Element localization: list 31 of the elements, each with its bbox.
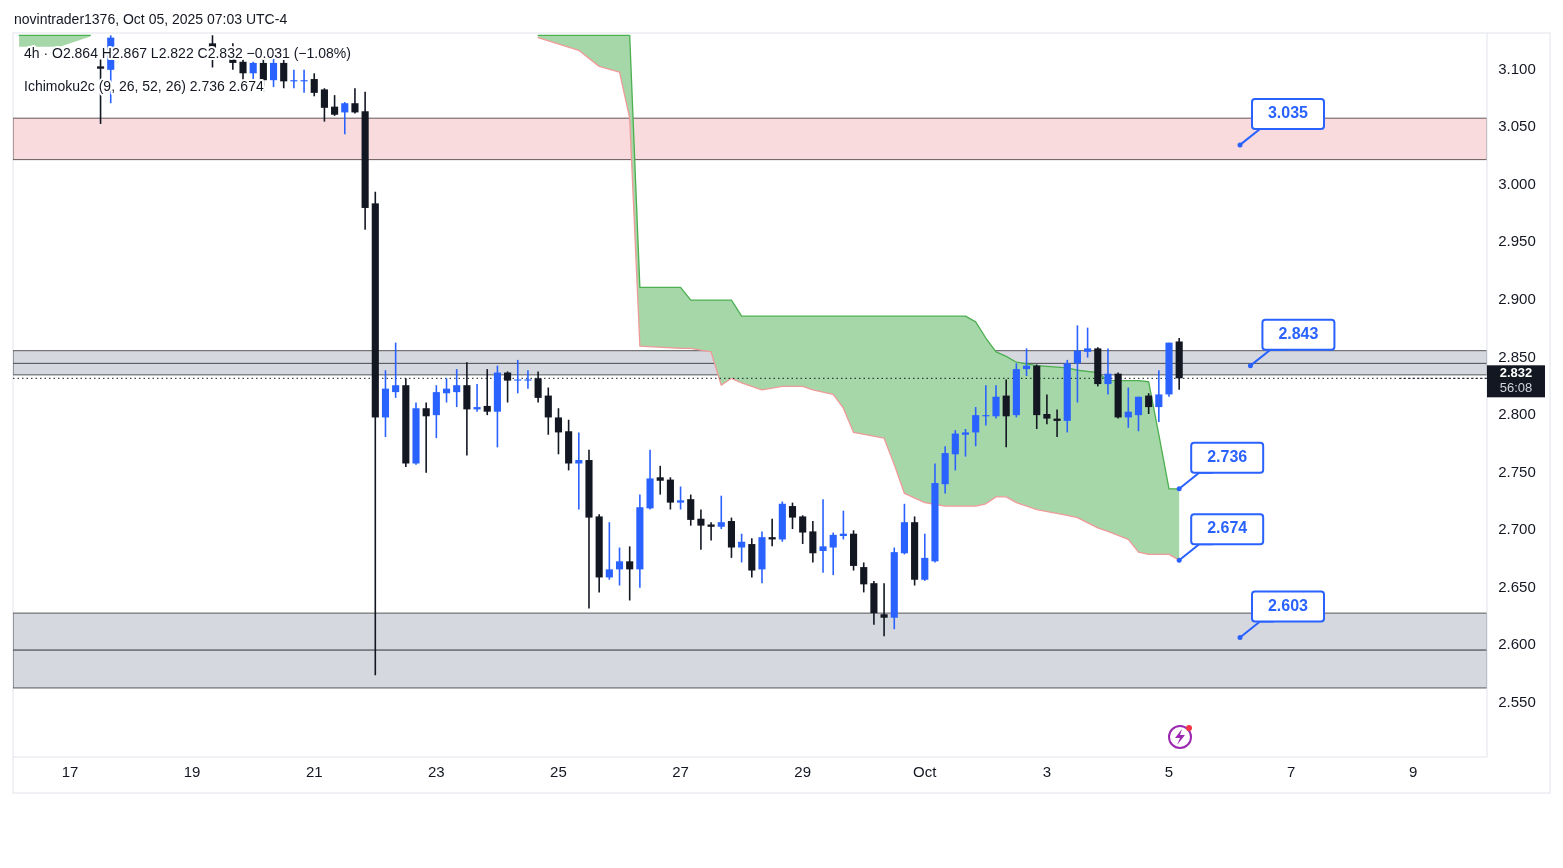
y-tick-label: 2.750 — [1498, 462, 1536, 480]
x-tick-label: 25 — [550, 762, 567, 780]
text: novintrader1376, Oct 05, 2025 07:03 UTC-4 — [14, 10, 288, 27]
x-tick-label: 29 — [794, 762, 812, 780]
x-tick-label: 21 — [305, 762, 323, 780]
ref-line-label: 2.832 56:08 — [1499, 364, 1533, 395]
x-tick-label: 27 — [672, 762, 689, 780]
y-tick-label: 3.050 — [1498, 117, 1536, 135]
y-tick-label: 2.550 — [1498, 692, 1536, 710]
annotation: 2.843 — [1278, 324, 1319, 342]
y-tick-label: 3.000 — [1498, 174, 1536, 192]
y-tick-label: 2.900 — [1498, 290, 1536, 308]
annotation: 3.035 — [1267, 104, 1309, 122]
x-tick-label: 9 — [1409, 762, 1418, 780]
x-tick-label: 5 — [1164, 762, 1174, 780]
y-tick-label: 2.600 — [1498, 635, 1536, 653]
x-tick-label: 23 — [428, 762, 445, 780]
y-tick-label: 2.950 — [1498, 232, 1536, 250]
y-tick-label: 2.800 — [1498, 405, 1536, 423]
y-tick-label: 2.650 — [1498, 577, 1536, 595]
y-tick-label: 2.850 — [1498, 347, 1536, 365]
annotation: 2.603 — [1267, 596, 1309, 614]
x-tick-label: Oct — [913, 762, 938, 780]
x-tick-label: 3 — [1042, 762, 1052, 780]
x-tick-label: 17 — [61, 762, 79, 780]
x-tick-label: 19 — [183, 762, 201, 780]
y-tick-label: 2.700 — [1498, 520, 1536, 538]
x-tick-label: 7 — [1286, 762, 1296, 780]
annotation: 2.674 — [1207, 519, 1248, 537]
annotation: 2.736 — [1207, 448, 1248, 466]
y-tick-label: 3.100 — [1498, 59, 1536, 77]
